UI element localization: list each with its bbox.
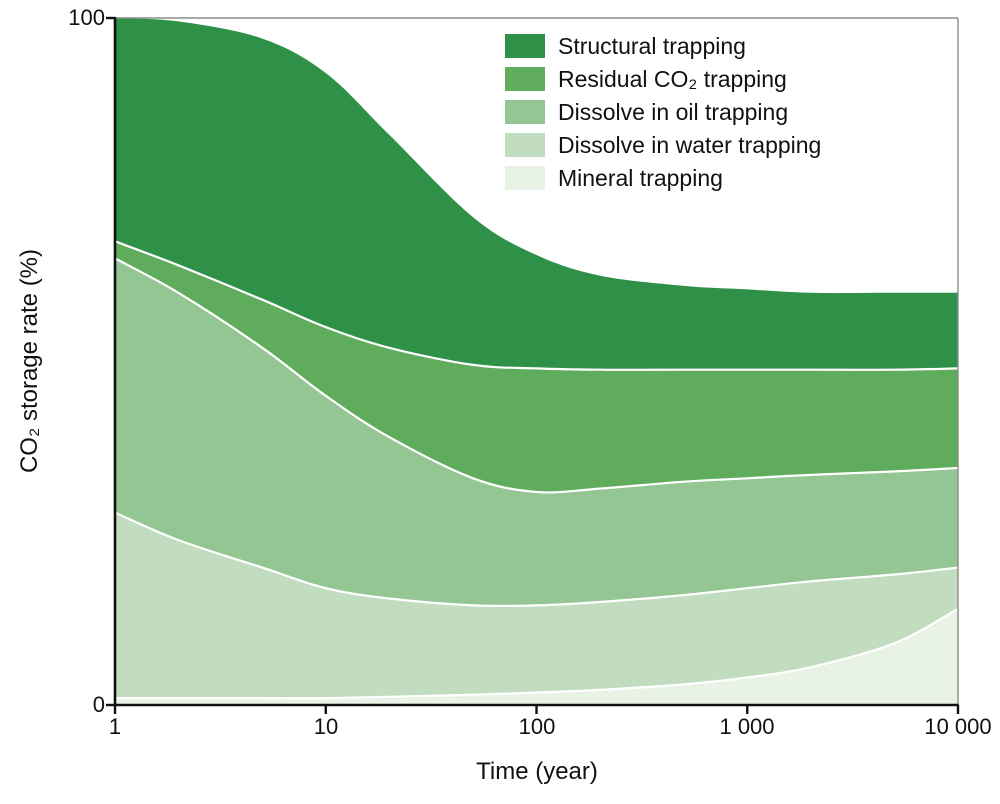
legend-item: Dissolve in water trapping <box>505 133 821 157</box>
x-tick-label-1000: 1 000 <box>719 714 775 739</box>
legend-swatch-structural-trapping <box>505 34 545 58</box>
legend-swatch-dissolve-in-water-trapping <box>505 133 545 157</box>
legend-item: Mineral trapping <box>505 166 821 190</box>
legend: Structural trapping Residual CO₂ trappin… <box>505 34 821 190</box>
legend-swatch-dissolve-in-oil-trapping <box>505 100 545 124</box>
legend-swatch-residual-co2-trapping <box>505 67 545 91</box>
legend-swatch-mineral-trapping <box>505 166 545 190</box>
x-tick-label-10000: 10 000 <box>924 714 992 739</box>
y-tick-label-100: 100 <box>68 5 105 30</box>
y-tick-label-0: 0 <box>92 692 105 717</box>
x-axis-title: Time (year) <box>476 758 598 785</box>
legend-item: Residual CO₂ trapping <box>505 67 821 91</box>
x-tick-label-10: 10 <box>313 714 339 739</box>
legend-item: Structural trapping <box>505 34 821 58</box>
y-axis-title: CO₂ storage rate (%) <box>16 248 43 474</box>
legend-label: Dissolve in water trapping <box>558 132 822 158</box>
legend-label: Mineral trapping <box>558 165 723 191</box>
legend-label: Dissolve in oil trapping <box>558 99 789 125</box>
legend-label: Residual CO₂ trapping <box>558 66 787 92</box>
x-tick-label-1: 1 <box>108 714 122 739</box>
legend-item: Dissolve in oil trapping <box>505 100 821 124</box>
legend-label: Structural trapping <box>558 33 746 59</box>
x-tick-label-100: 100 <box>518 714 556 739</box>
